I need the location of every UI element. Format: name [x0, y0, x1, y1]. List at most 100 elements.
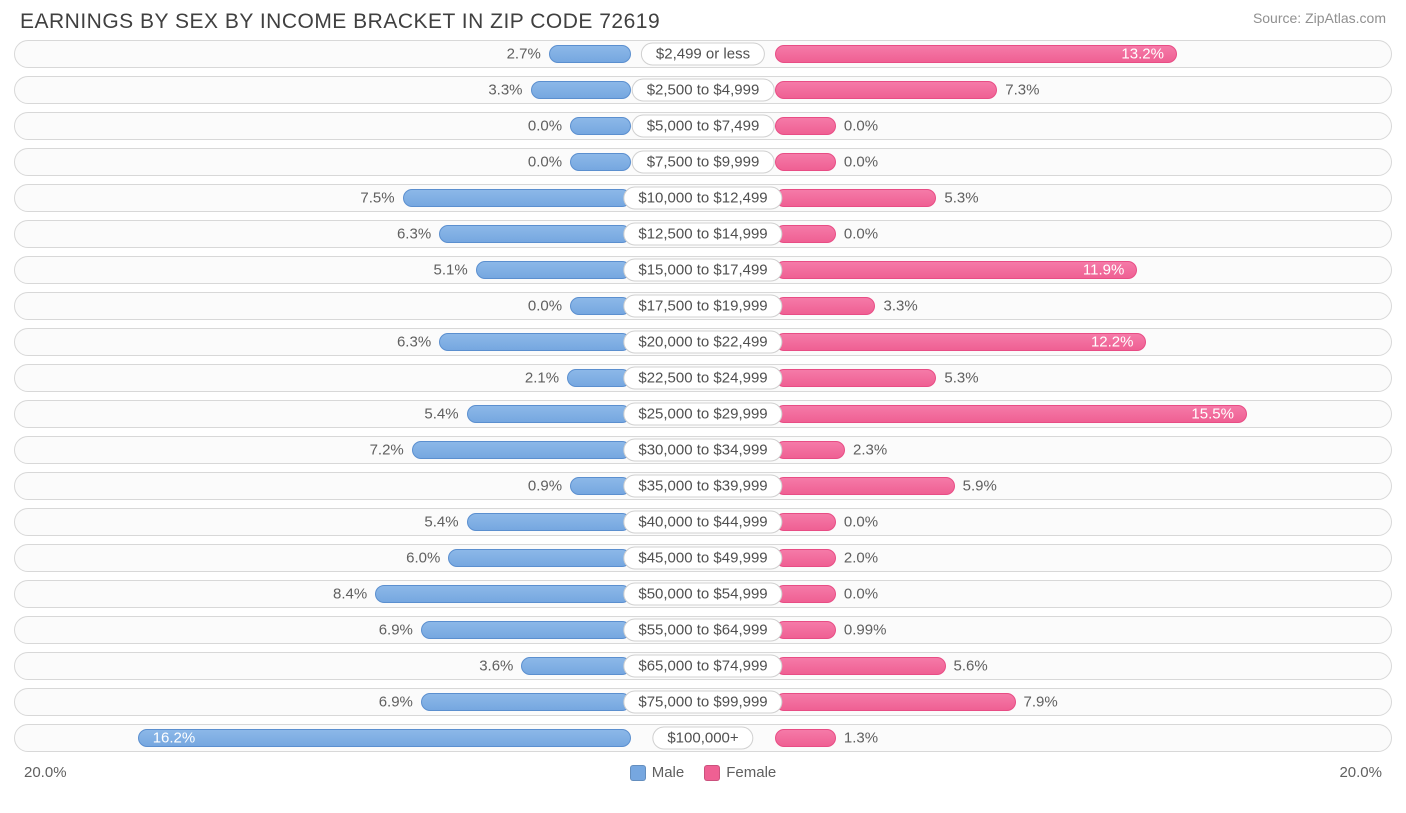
male-value: 6.9% [379, 622, 413, 639]
female-bar [775, 153, 836, 171]
female-bar [775, 405, 1247, 423]
female-value: 0.99% [844, 622, 887, 639]
chart-row: $40,000 to $44,999 5.4% 0.0% [14, 508, 1392, 536]
female-bar [775, 189, 936, 207]
chart-source: Source: ZipAtlas.com [1253, 10, 1386, 26]
chart-row: $35,000 to $39,999 0.9% 5.9% [14, 472, 1392, 500]
female-value: 0.0% [844, 586, 878, 603]
male-value: 3.3% [488, 82, 522, 99]
chart-row: $65,000 to $74,9993.6%5.6% [14, 652, 1392, 680]
male-value: 7.2% [370, 442, 404, 459]
bracket-label: $55,000 to $64,999 [623, 619, 782, 642]
female-bar [775, 81, 997, 99]
chart-row: $15,000 to $17,4995.1%11.9% [14, 256, 1392, 284]
chart-title: EARNINGS BY SEX BY INCOME BRACKET IN ZIP… [20, 10, 660, 34]
bracket-label: $40,000 to $44,999 [623, 511, 782, 534]
bracket-label: $5,000 to $7,499 [632, 115, 775, 138]
male-value: 0.0% [528, 118, 562, 135]
male-value: 6.3% [397, 226, 431, 243]
chart-row: $12,500 to $14,999 6.3% 0.0% [14, 220, 1392, 248]
chart-row: $45,000 to $49,999 6.0% 2.0% [14, 544, 1392, 572]
male-bar [570, 477, 631, 495]
female-value: 5.3% [944, 190, 978, 207]
chart-header: EARNINGS BY SEX BY INCOME BRACKET IN ZIP… [0, 0, 1406, 40]
male-bar [570, 117, 631, 135]
female-bar [775, 729, 836, 747]
chart-row: $2,499 or less2.7%13.2% [14, 40, 1392, 68]
chart-row: $30,000 to $34,999 7.2% 2.3% [14, 436, 1392, 464]
chart-row: $75,000 to $99,9996.9%7.9% [14, 688, 1392, 716]
male-value: 8.4% [333, 586, 367, 603]
male-bar [467, 405, 631, 423]
male-value: 0.0% [528, 298, 562, 315]
bracket-label: $12,500 to $14,999 [623, 223, 782, 246]
female-value: 0.0% [844, 514, 878, 531]
female-bar [775, 45, 1177, 63]
male-bar [412, 441, 631, 459]
legend-male-label: Male [652, 764, 685, 781]
bracket-label: $25,000 to $29,999 [623, 403, 782, 426]
female-bar [775, 585, 836, 603]
female-value: 12.2% [1091, 334, 1134, 351]
legend-male-swatch [630, 765, 646, 781]
male-value: 6.3% [397, 334, 431, 351]
bracket-label: $35,000 to $39,999 [623, 475, 782, 498]
male-value: 6.0% [406, 550, 440, 567]
bracket-label: $45,000 to $49,999 [623, 547, 782, 570]
chart-row: $50,000 to $54,999 8.4% 0.0% [14, 580, 1392, 608]
chart-row: $20,000 to $22,4996.3%12.2% [14, 328, 1392, 356]
male-bar [570, 153, 631, 171]
bracket-label: $17,500 to $19,999 [623, 295, 782, 318]
female-bar [775, 657, 946, 675]
male-bar [421, 693, 631, 711]
female-bar [775, 117, 836, 135]
male-value: 3.6% [479, 658, 513, 675]
bracket-label: $22,500 to $24,999 [623, 367, 782, 390]
female-value: 0.0% [844, 226, 878, 243]
male-bar [521, 657, 631, 675]
male-value: 0.9% [528, 478, 562, 495]
male-bar [467, 513, 631, 531]
female-bar [775, 477, 955, 495]
female-value: 5.3% [944, 370, 978, 387]
male-value: 5.1% [434, 262, 468, 279]
chart-row: $5,000 to $7,499 0.0% 0.0% [14, 112, 1392, 140]
female-value: 7.9% [1024, 694, 1058, 711]
female-value: 1.3% [844, 730, 878, 747]
male-bar [531, 81, 631, 99]
female-value: 2.0% [844, 550, 878, 567]
chart-body: $2,499 or less2.7%13.2%$2,500 to $4,9993… [0, 40, 1406, 752]
male-bar [439, 225, 631, 243]
chart-row: $17,500 to $19,999 0.0% 3.3% [14, 292, 1392, 320]
bracket-label: $30,000 to $34,999 [623, 439, 782, 462]
chart-row: $10,000 to $12,4997.5%5.3% [14, 184, 1392, 212]
male-value: 5.4% [424, 514, 458, 531]
female-bar [775, 369, 936, 387]
chart-row: $7,500 to $9,9990.0%0.0% [14, 148, 1392, 176]
male-bar [567, 369, 631, 387]
male-value: 5.4% [424, 406, 458, 423]
female-bar [775, 549, 836, 567]
female-value: 2.3% [853, 442, 887, 459]
female-value: 5.9% [963, 478, 997, 495]
male-bar [439, 333, 631, 351]
male-value: 16.2% [153, 730, 196, 747]
bracket-label: $15,000 to $17,499 [623, 259, 782, 282]
chart-row: $55,000 to $64,999 6.9% 0.99% [14, 616, 1392, 644]
female-value: 3.3% [883, 298, 917, 315]
legend-female-swatch [704, 765, 720, 781]
female-value: 0.0% [844, 118, 878, 135]
female-value: 15.5% [1191, 406, 1234, 423]
female-value: 7.3% [1005, 82, 1039, 99]
male-value: 6.9% [379, 694, 413, 711]
female-bar [775, 297, 875, 315]
female-bar [775, 225, 836, 243]
female-bar [775, 693, 1016, 711]
female-bar [775, 513, 836, 531]
male-bar [375, 585, 631, 603]
bracket-label: $50,000 to $54,999 [623, 583, 782, 606]
male-value: 7.5% [360, 190, 394, 207]
male-bar [138, 729, 631, 747]
chart-row: $22,500 to $24,9992.1%5.3% [14, 364, 1392, 392]
female-bar [775, 621, 836, 639]
